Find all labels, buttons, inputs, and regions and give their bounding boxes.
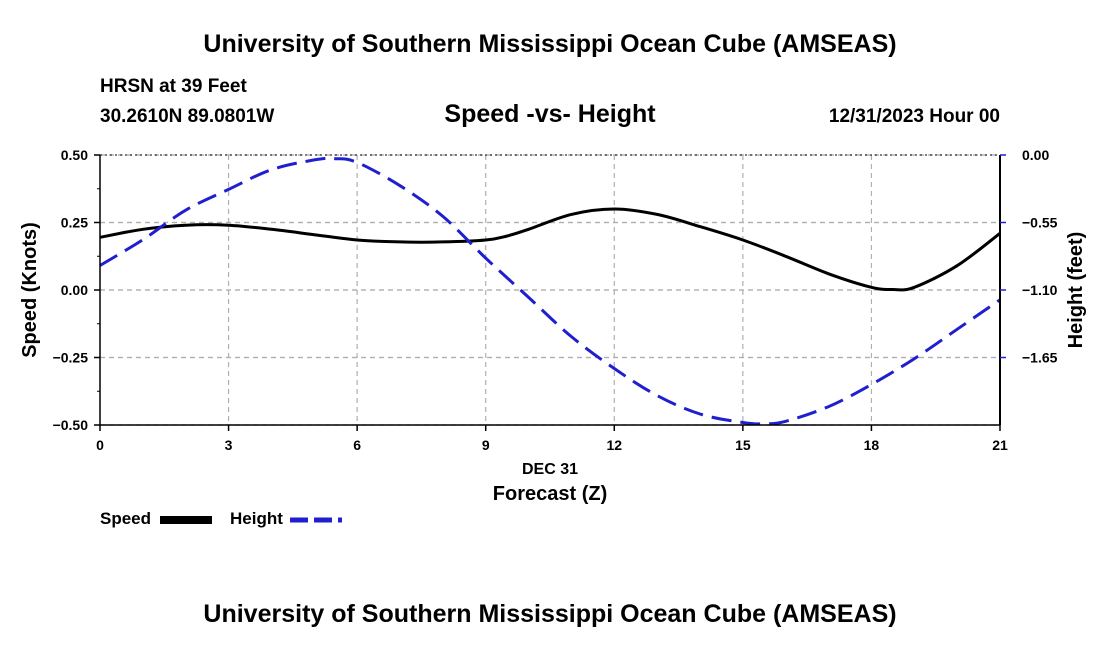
legend-speed-swatch (160, 516, 212, 524)
x-tick-label: 21 (992, 437, 1008, 453)
y-tick-label: 0.25 (61, 215, 88, 231)
y2-tick-label: 0.00 (1022, 147, 1049, 163)
x-tick-label: 9 (482, 437, 490, 453)
series-lines (99, 156, 1001, 426)
x-axis-date-label: DEC 31 (522, 461, 578, 478)
x-tick-label: 12 (606, 437, 622, 453)
y-axis-title: Speed (Knots) (19, 222, 41, 358)
legend-height-label: Height (230, 509, 283, 528)
y-tick-label: 0.50 (61, 147, 88, 163)
y-tick-label: −0.25 (53, 350, 89, 366)
y-tick-label: −0.50 (53, 417, 89, 433)
y2-tick-label: −0.55 (1022, 215, 1058, 231)
y2-tick-label: −1.65 (1022, 350, 1058, 366)
x-tick-label: 0 (96, 437, 104, 453)
footer-title: University of Southern Mississippi Ocean… (203, 600, 897, 628)
x-tick-label: 18 (864, 437, 880, 453)
x-tick-label: 15 (735, 437, 751, 453)
grid-lines (100, 154, 1000, 426)
axes: 0 3 6 9 12 15 18 21 0.50 0.25 0.00 −0.25 −0.50 0.00 −0… (53, 147, 1058, 453)
series-line-speed (99, 207, 1001, 292)
x-tick-label: 3 (225, 437, 233, 453)
series-line-height (99, 156, 1001, 426)
y2-tick-label: −1.10 (1022, 282, 1058, 298)
legend-height-swatch (290, 517, 342, 523)
y2-axis-title: Height (feet) (1065, 232, 1087, 349)
chart-subtitle: Speed -vs- Height (444, 100, 656, 128)
x-tick-label: 6 (353, 437, 361, 453)
main-title: University of Southern Mississippi Ocean… (203, 30, 897, 58)
legend-speed-label: Speed (100, 509, 152, 528)
x-axis-title: Forecast (Z) (493, 483, 607, 505)
station-coordinates: 30.2610N 89.0801W (100, 106, 275, 127)
station-label: HRSN at 39 Feet (100, 76, 247, 97)
y-tick-label: 0.00 (61, 282, 88, 298)
forecast-datetime: 12/31/2023 Hour 00 (828, 106, 1000, 127)
